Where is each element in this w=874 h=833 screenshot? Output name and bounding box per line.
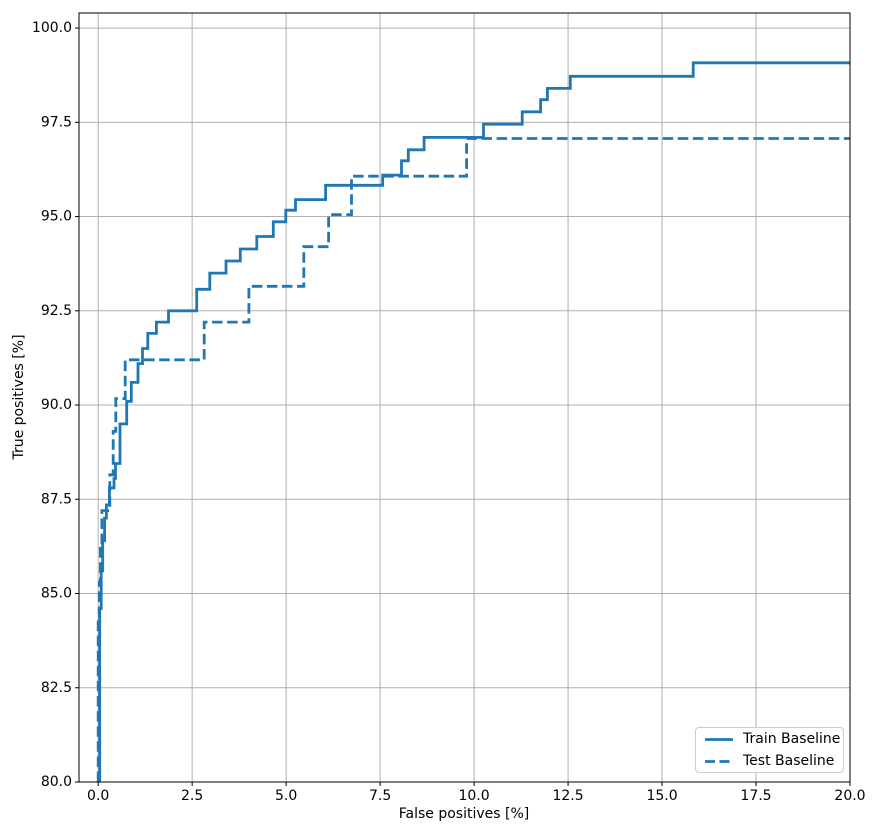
test-line-sample-icon bbox=[705, 759, 733, 763]
y-axis-label: True positives [%] bbox=[11, 334, 27, 460]
legend: Train Baseline Test Baseline bbox=[695, 727, 844, 773]
y-tick-label: 82.5 bbox=[41, 680, 72, 696]
x-tick-label: 12.5 bbox=[552, 788, 583, 804]
y-tick-label: 80.0 bbox=[41, 774, 72, 790]
x-tick-label: 7.5 bbox=[369, 788, 391, 804]
x-tick-label: 10.0 bbox=[458, 788, 489, 804]
x-tick-label: 15.0 bbox=[646, 788, 677, 804]
y-tick-label: 95.0 bbox=[41, 209, 72, 225]
legend-item-test: Test Baseline bbox=[704, 752, 835, 770]
train-line-sample-icon bbox=[705, 737, 733, 741]
x-tick-label: 2.5 bbox=[181, 788, 203, 804]
legend-item-label: Test Baseline bbox=[743, 753, 835, 769]
test-baseline-line bbox=[96, 137, 850, 782]
x-axis-label: False positives [%] bbox=[398, 806, 530, 822]
x-tick-label: 17.5 bbox=[740, 788, 771, 804]
legend-item-train: Train Baseline bbox=[704, 730, 840, 748]
x-tick-label: 20.0 bbox=[834, 788, 865, 804]
x-tick-label: 0.0 bbox=[87, 788, 109, 804]
y-tick-label: 87.5 bbox=[41, 491, 72, 507]
train-baseline-line bbox=[98, 61, 850, 782]
y-tick-label: 100.0 bbox=[32, 20, 72, 36]
x-tick-label: 5.0 bbox=[275, 788, 297, 804]
y-tick-label: 90.0 bbox=[41, 397, 72, 413]
y-tick-label: 97.5 bbox=[41, 114, 72, 130]
axes-spines bbox=[78, 12, 851, 783]
y-tick-label: 85.0 bbox=[41, 586, 72, 602]
y-tick-label: 92.5 bbox=[41, 303, 72, 319]
legend-item-label: Train Baseline bbox=[743, 731, 841, 747]
